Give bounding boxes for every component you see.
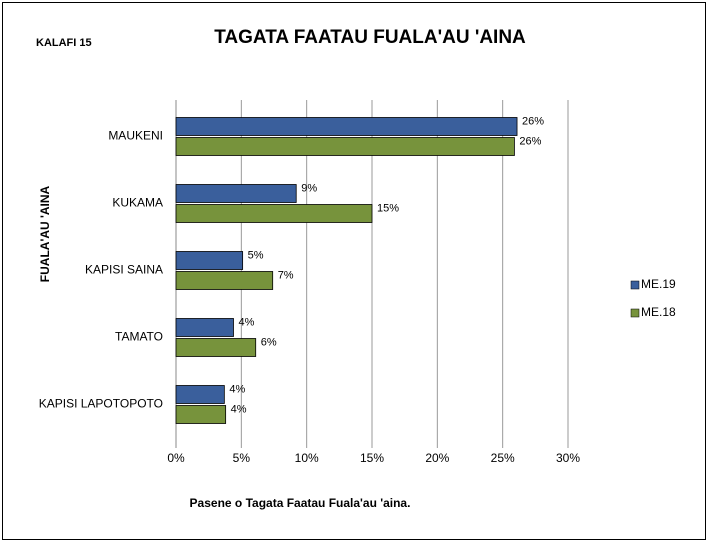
data-label: 5% (248, 249, 264, 261)
x-tick-label: 10% (295, 451, 319, 465)
data-label: 26% (519, 135, 541, 147)
data-label: 15% (377, 202, 399, 214)
y-tick-label: KUKAMA (112, 196, 163, 210)
data-label: 6% (261, 336, 277, 348)
bar (175, 251, 244, 270)
x-tick-label: 5% (233, 451, 251, 465)
frame (2, 2, 706, 540)
legend-label: ME.18 (641, 305, 676, 319)
x-tick-label: 15% (360, 451, 384, 465)
bar (175, 271, 274, 290)
x-axis-title: Pasene o Tagata Faatau Fuala'au 'aina. (190, 496, 411, 510)
bar (175, 385, 225, 404)
x-tick-label: 25% (491, 451, 515, 465)
chart-subtitle: KALAFI 15 (36, 37, 92, 49)
x-tick-label: 30% (556, 451, 580, 465)
y-tick-label: KAPISI SAINA (85, 263, 163, 277)
x-tick-label: 0% (167, 451, 185, 465)
bar (175, 338, 257, 357)
bar (175, 117, 518, 136)
x-tick-label: 20% (425, 451, 449, 465)
y-tick-label: KAPISI LAPOTOPOTO (39, 397, 163, 411)
data-label: 4% (229, 383, 245, 395)
y-tick-label: TAMATO (115, 330, 163, 344)
data-label: 26% (522, 115, 544, 127)
data-label: 9% (301, 182, 317, 194)
data-label: 4% (231, 403, 247, 415)
bar (175, 204, 373, 223)
legend-label: ME.19 (641, 277, 676, 291)
data-label: 4% (238, 316, 254, 328)
legend-swatch (630, 280, 640, 290)
bar (175, 318, 234, 337)
legend-swatch (630, 308, 640, 318)
bar (175, 405, 227, 424)
bar (175, 137, 515, 156)
bar (175, 184, 297, 203)
chart-title: TAGATA FAATAU FUALA'AU 'AINA (214, 27, 526, 48)
y-tick-label: MAUKENI (108, 129, 163, 143)
data-label: 7% (278, 269, 294, 281)
y-axis-title: FUALA'AU 'AINA (38, 185, 52, 282)
